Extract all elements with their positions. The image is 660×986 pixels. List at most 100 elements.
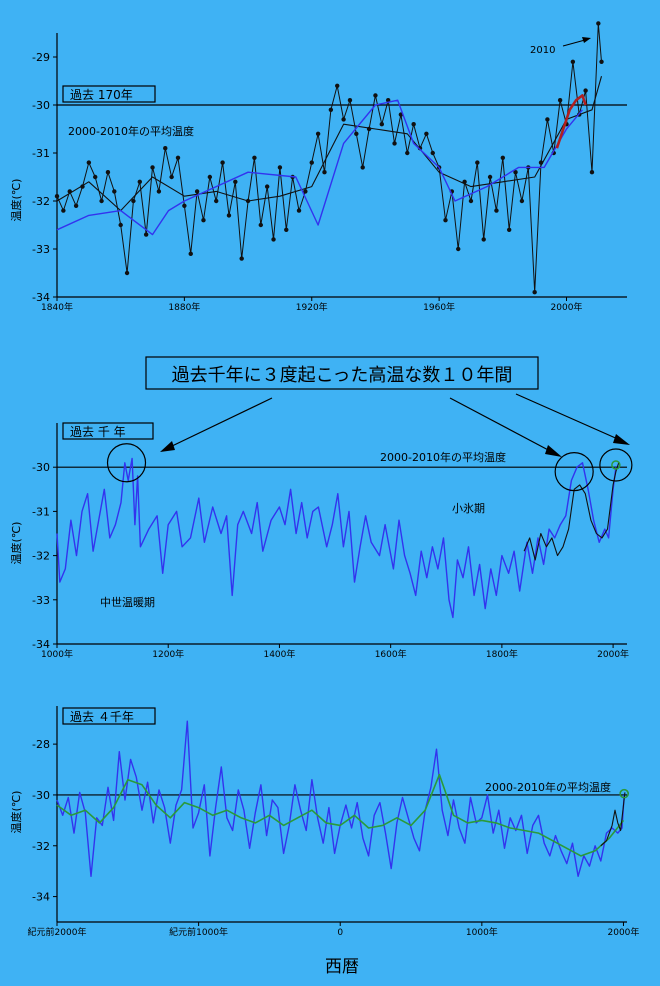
chart-1-ylabel: 温度(℃) <box>9 179 23 222</box>
series-line-red <box>555 94 587 149</box>
chart-3-title: 過去 ４千年 <box>70 710 134 724</box>
data-point <box>207 174 213 180</box>
data-point <box>589 170 595 175</box>
headline-arrow-right <box>515 393 621 441</box>
x-tick-label: 1920年 <box>296 301 328 313</box>
data-point <box>93 174 98 180</box>
data-point <box>583 88 588 93</box>
x-tick-label: 2000年 <box>551 301 583 313</box>
headline-arrow-left <box>169 397 273 448</box>
chart-2-annotation-little-ice-age: 小氷期 <box>452 502 485 515</box>
highlight-circle <box>106 443 147 483</box>
x-tick-label: 0 <box>337 928 343 938</box>
chart-1-reference-label: 2000-2010年の平均温度 <box>68 124 194 138</box>
headline-arrowhead-right <box>613 434 630 445</box>
x-tick-label: 紀元前2000年 <box>28 926 87 938</box>
data-point <box>220 160 225 165</box>
data-point <box>487 174 493 180</box>
data-point <box>258 222 263 228</box>
data-point <box>430 150 435 156</box>
chart-1-title-box: 過去 170年 <box>62 85 156 103</box>
data-point <box>315 131 321 136</box>
series-line-blue <box>56 720 625 877</box>
endpoint-marker <box>619 788 629 799</box>
data-point <box>599 59 604 64</box>
data-point <box>513 170 518 175</box>
data-point <box>481 237 486 242</box>
data-point <box>175 155 181 160</box>
data-point <box>303 189 308 194</box>
data-point <box>188 251 193 256</box>
y-tick-label: -32 <box>32 550 50 563</box>
y-tick-label: -33 <box>32 594 50 607</box>
data-point <box>54 194 60 199</box>
data-point <box>150 165 155 170</box>
data-point <box>233 179 238 184</box>
headline-arrows <box>160 393 630 457</box>
chart-3-marks <box>56 720 629 877</box>
data-point <box>475 160 480 165</box>
x-tick-label: 1200年 <box>152 648 184 660</box>
chart-3-ylabel: 温度(℃) <box>9 791 23 834</box>
data-point <box>468 198 474 204</box>
data-point <box>156 189 162 194</box>
chart-2-marks <box>56 443 633 619</box>
data-point <box>112 189 117 194</box>
chart-3-reference-label: 2000-2010年の平均温度 <box>485 780 611 794</box>
y-tick-label: -34 <box>32 891 50 904</box>
chart-1-title: 過去 170年 <box>70 88 133 102</box>
y-tick-label: -34 <box>32 638 50 651</box>
chart-1-axes: -34 -33 -32 -31 -30 -29 1840年 1880年 1920年 1960年 20… <box>32 33 627 313</box>
data-point <box>328 107 334 113</box>
data-point <box>61 208 66 213</box>
chart-1-annotation-arrow <box>562 37 591 47</box>
data-point <box>519 198 525 204</box>
data-point <box>252 155 257 160</box>
data-point <box>131 198 136 204</box>
chart-2-annotation-medieval-warm: 中世温暖期 <box>100 596 155 609</box>
series-line-green <box>56 773 625 857</box>
data-point <box>143 232 149 237</box>
x-tick-label: 1000年 <box>466 926 498 938</box>
series-line-blue <box>56 99 583 236</box>
chart-2-reference-label: 2000-2010年の平均温度 <box>380 450 506 464</box>
data-point <box>239 256 244 261</box>
data-point <box>296 208 302 213</box>
headline-arrowhead-left <box>160 441 175 452</box>
chart-2-title: 過去 千 年 <box>70 425 126 439</box>
data-point <box>86 160 92 165</box>
data-point <box>226 213 232 218</box>
data-point <box>264 184 270 189</box>
data-point <box>379 122 385 127</box>
endpoint-marker <box>611 460 621 470</box>
data-point <box>392 141 397 146</box>
x-tick-label: 2000年 <box>597 648 629 660</box>
data-point <box>557 98 563 103</box>
y-tick-label: -30 <box>32 789 50 802</box>
x-tick-label: 1840年 <box>41 301 73 313</box>
data-point <box>424 131 429 136</box>
y-tick-label: -30 <box>32 99 50 112</box>
data-point <box>105 170 111 175</box>
data-point <box>124 270 130 276</box>
series-line-black-thin <box>523 462 620 561</box>
chart-1-annotation-2010: 2010 <box>530 45 555 56</box>
data-point <box>506 227 512 232</box>
y-tick-label: -33 <box>32 243 50 256</box>
series-line-black-thin <box>56 76 603 212</box>
data-point <box>73 203 79 208</box>
data-point <box>341 117 346 122</box>
highlight-circle <box>554 452 594 492</box>
data-point <box>411 122 416 127</box>
data-point <box>360 165 365 170</box>
data-point <box>494 208 499 213</box>
data-point <box>545 117 550 122</box>
data-point <box>182 203 187 208</box>
y-tick-label: -29 <box>32 51 50 64</box>
data-point <box>335 83 340 89</box>
headline-arrow-middle <box>449 397 553 453</box>
data-point <box>118 222 123 228</box>
y-tick-label: -31 <box>32 147 50 160</box>
data-point <box>284 227 289 232</box>
y-tick-label: -30 <box>32 461 50 474</box>
